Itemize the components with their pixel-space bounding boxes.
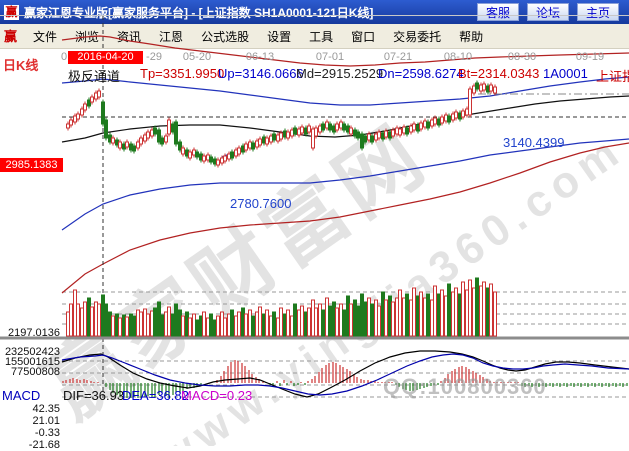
titlebar-button-1[interactable]: 论坛 <box>527 3 569 21</box>
title-bar-buttons: 客服 论坛 主页 <box>477 3 619 21</box>
chart-canvas[interactable] <box>0 0 629 398</box>
title-bar[interactable]: 赢 赢家江恩专业版[赢家服务平台] - [上证指数 SH1A0001-121日K… <box>0 0 629 24</box>
volume-series <box>66 277 497 337</box>
menu-bar: 赢 文件 浏览 资讯 江恩 公式选股 设置 工具 窗口 交易委托 帮助 <box>0 24 629 49</box>
menu-item-8[interactable]: 交易委托 <box>393 29 442 44</box>
pane-separator <box>0 336 629 340</box>
titlebar-button-0[interactable]: 客服 <box>477 3 519 21</box>
menu-logo-icon: 赢 <box>3 28 17 44</box>
titlebar-button-2[interactable]: 主页 <box>577 3 619 21</box>
menu-item-4[interactable]: 公式选股 <box>201 29 250 44</box>
channel-line-tp <box>61 35 629 67</box>
channel-line-up <box>61 76 629 106</box>
macd-histogram <box>62 360 628 398</box>
menu-item-7[interactable]: 窗口 <box>351 29 376 44</box>
watermark-qq: QQ:100800360 <box>383 374 547 399</box>
menu-item-3[interactable]: 江恩 <box>159 29 184 44</box>
channel-line-bt <box>61 142 629 294</box>
menu-item-5[interactable]: 设置 <box>267 29 292 44</box>
menu-item-0[interactable]: 文件 <box>33 29 58 44</box>
menu-item-6[interactable]: 工具 <box>309 29 334 44</box>
candlestick-series <box>66 80 497 168</box>
dea-line <box>61 353 629 396</box>
channel-line-dn <box>61 138 629 231</box>
menu-item-9[interactable]: 帮助 <box>459 29 484 44</box>
